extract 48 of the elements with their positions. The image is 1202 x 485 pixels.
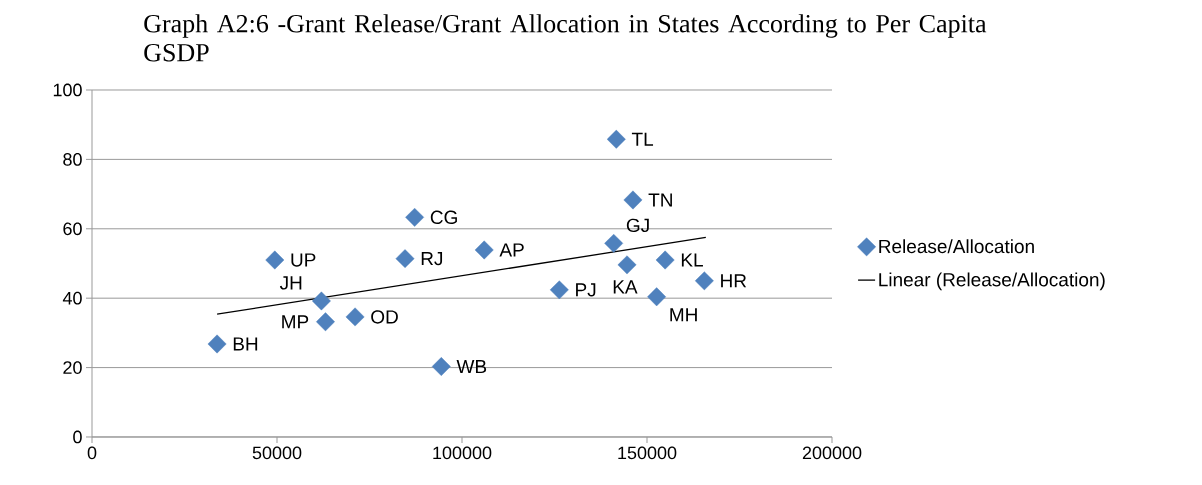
x-tick-label: 100000 [433,446,492,460]
annotation: MP [282,315,309,329]
legend-label: Linear (Release/Allocation) [879,272,1105,291]
point [405,207,425,227]
annotation: JH [279,276,302,290]
annotation: KA [613,280,638,294]
annotation: CG [430,210,457,225]
point [549,280,569,300]
annotation: UP [291,253,316,267]
annotation: AP [499,243,524,257]
point [431,357,451,376]
point [345,307,365,327]
y-tick-label: 0 [73,430,82,444]
y-tick-label: 100 [53,83,82,97]
x-tick-label: 200000 [802,446,862,460]
point [265,250,285,270]
annotation: GJ [626,218,649,233]
point [312,291,331,311]
annotation: PJ [576,283,596,297]
annotation: MH [670,308,697,322]
point [395,249,415,269]
y-tick-label: 80 [63,153,82,166]
point [604,233,624,253]
y-tick-label: 20 [63,361,82,374]
point [207,334,227,354]
point [694,271,714,291]
point [647,287,667,307]
y-tick-label: 40 [62,291,82,305]
y-tick-label: 60 [63,222,82,236]
annotation: KL [681,253,703,267]
point [617,255,637,275]
point [316,312,335,332]
chart-title: Graph A2:6 -Grant Release/Grant Allocation in States According to Per Capita GSDP [144,14,987,62]
point [623,190,643,210]
annotation: WB [456,360,487,374]
point [606,129,626,149]
point [474,240,494,260]
x-tick-label: 150000 [618,446,677,460]
annotation: BH [233,337,258,351]
annotation: RJ [421,251,443,266]
x-tick-label: 0 [87,446,97,460]
annotation: TN [648,193,672,207]
annotation: HR [721,274,747,288]
annotation: TL [631,132,654,146]
point [655,250,675,270]
annotation: OD [371,310,398,324]
x-tick-label: 50000 [252,446,302,460]
legend-label: Release/Allocation [879,239,1034,254]
